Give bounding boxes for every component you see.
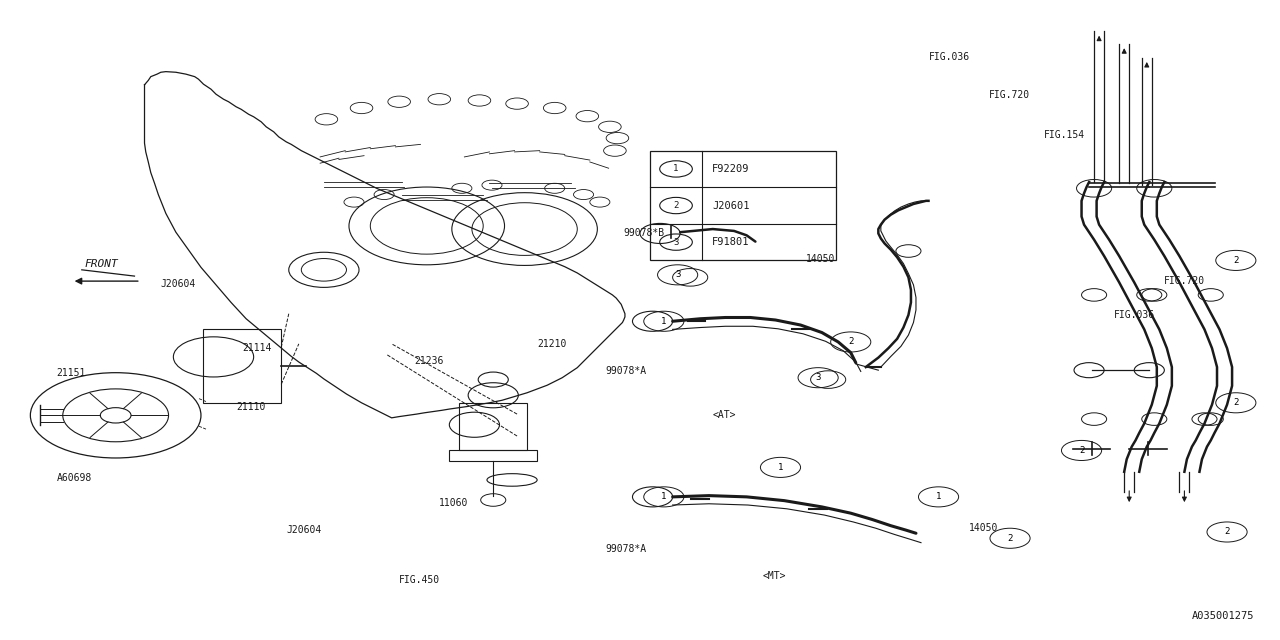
Bar [460, 403, 527, 450]
Text: 1: 1 [936, 492, 941, 501]
Text: 99078*B: 99078*B [623, 228, 664, 239]
Text: 99078*A: 99078*A [605, 544, 646, 554]
Text: FIG.720: FIG.720 [1165, 276, 1206, 286]
Bar [204, 329, 282, 403]
Text: 21151: 21151 [56, 368, 86, 378]
Text: 21236: 21236 [415, 356, 444, 366]
Text: 21110: 21110 [236, 401, 265, 412]
Text: J20604: J20604 [287, 525, 321, 535]
Text: <AT>: <AT> [713, 410, 736, 420]
Text: 3: 3 [815, 373, 820, 382]
Text: 2: 2 [1225, 527, 1230, 536]
Text: 2: 2 [1007, 534, 1012, 543]
Text: 21114: 21114 [242, 343, 271, 353]
Text: J20604: J20604 [161, 278, 196, 289]
Text: 1: 1 [662, 317, 667, 326]
Text: <MT>: <MT> [763, 571, 786, 581]
Text: A035001275: A035001275 [1192, 611, 1254, 621]
Text: 21210: 21210 [538, 339, 567, 349]
Text: FIG.154: FIG.154 [1044, 130, 1085, 140]
Text: 2: 2 [1079, 446, 1084, 455]
Text: FRONT: FRONT [84, 259, 118, 269]
Text: 2: 2 [1233, 256, 1239, 265]
Text: 1: 1 [778, 463, 783, 472]
Text: FIG.450: FIG.450 [399, 575, 440, 586]
Bar [449, 450, 538, 461]
Text: 3: 3 [675, 270, 680, 279]
Bar [650, 150, 836, 260]
Text: A60698: A60698 [56, 473, 92, 483]
Text: FIG.036: FIG.036 [928, 52, 970, 61]
Text: 3: 3 [673, 237, 678, 246]
Text: 1: 1 [662, 492, 667, 501]
Text: J20601: J20601 [712, 200, 750, 211]
Text: 2: 2 [1233, 398, 1239, 407]
Text: 14050: 14050 [805, 253, 835, 264]
Text: F92209: F92209 [712, 164, 750, 174]
Text: FIG.036: FIG.036 [1114, 310, 1156, 320]
Text: 1: 1 [673, 164, 678, 173]
Text: 2: 2 [673, 201, 678, 210]
Text: FIG.720: FIG.720 [988, 90, 1030, 100]
Text: 2: 2 [849, 337, 854, 346]
Text: 99078*A: 99078*A [605, 367, 646, 376]
Text: 14050: 14050 [969, 524, 998, 533]
Text: 11060: 11060 [439, 498, 468, 508]
Text: F91801: F91801 [712, 237, 750, 247]
